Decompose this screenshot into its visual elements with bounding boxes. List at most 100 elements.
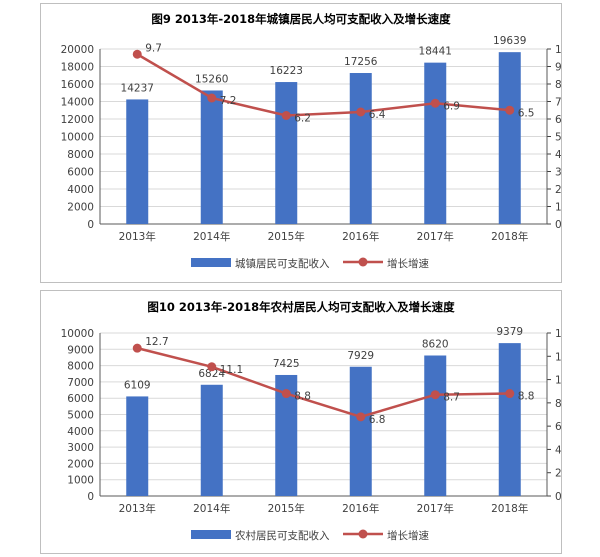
y-right-tick-label: 4 — [555, 444, 561, 456]
growth-point — [281, 111, 291, 120]
x-tick-label: 2017年 — [417, 230, 454, 243]
bar — [200, 384, 223, 496]
y-left-tick-label: 6000 — [67, 167, 94, 179]
y-left-tick-label: 10000 — [61, 328, 94, 340]
y-left-tick-label: 16000 — [61, 79, 94, 91]
growth-point — [505, 389, 515, 399]
y-right-tick-label: 2 — [555, 184, 561, 196]
legend-line-marker — [358, 257, 368, 267]
growth-value-label: 8.8 — [294, 391, 311, 403]
growth-line — [136, 346, 510, 419]
y-right-tick-label: 10 — [555, 375, 561, 387]
x-tick-label: 2013年 — [119, 230, 156, 243]
x-tick-label: 2018年 — [491, 230, 528, 243]
y-left-tick-label: 3000 — [67, 442, 94, 454]
growth-point — [207, 362, 217, 372]
y-right-tick-label: 0 — [555, 219, 561, 231]
y-left-tick-label: 4000 — [67, 184, 94, 196]
growth-point — [132, 343, 142, 353]
y-left-tick-label: 0 — [87, 219, 94, 231]
bar-value-label: 7425 — [273, 358, 300, 370]
y-left-tick-label: 14000 — [61, 97, 94, 109]
bar — [126, 396, 149, 496]
x-tick-label: 2015年 — [268, 230, 305, 243]
legend-line-marker — [358, 529, 368, 539]
y-right-tick-label: 4 — [555, 149, 561, 161]
bar-value-label: 9379 — [496, 326, 523, 338]
bar — [498, 52, 521, 224]
y-left-tick-label: 20000 — [61, 44, 94, 56]
bar — [275, 374, 298, 496]
legend-bar-label: 城镇居民可支配收入 — [235, 257, 330, 270]
bar-value-label: 14237 — [121, 82, 154, 94]
growth-value-label: 8.8 — [518, 391, 535, 403]
bar-value-label: 16223 — [270, 65, 303, 77]
y-right-tick-label: 7 — [555, 97, 561, 109]
y-right-tick-label: 0 — [555, 491, 561, 503]
y-right-tick-label: 2 — [555, 468, 561, 480]
growth-point — [430, 390, 440, 400]
x-tick-label: 2013年 — [119, 502, 156, 515]
growth-value-label: 9.7 — [145, 42, 162, 54]
x-tick-label: 2016年 — [342, 230, 379, 243]
bar — [424, 355, 447, 496]
bar-value-label: 18441 — [419, 46, 452, 58]
growth-point — [430, 98, 440, 108]
y-left-tick-label: 18000 — [61, 62, 94, 74]
y-left-tick-label: 12000 — [61, 114, 94, 126]
y-right-tick-label: 14 — [555, 328, 561, 340]
bar-value-label: 17256 — [344, 56, 378, 68]
chart-panel-rural: 图10 2013年-2018年农村居民人均可支配收入及增长速度 0 1000 2000… — [40, 290, 569, 554]
bar — [424, 62, 447, 224]
bar-value-label: 6109 — [124, 379, 151, 391]
y-left-tick-label: 9000 — [67, 344, 94, 356]
chart-urban-income: 图9 2013年-2018年城镇居民人均可支配收入及增长速度 0 2000 4000 6… — [61, 12, 569, 270]
bar-value-label: 7929 — [347, 350, 374, 362]
y-left-tick-label: 6000 — [67, 393, 94, 405]
y-right-tick-label: 8 — [555, 398, 561, 410]
y-left-tick-label: 8000 — [67, 149, 94, 161]
bar — [349, 366, 372, 496]
y-left-tick-label: 2000 — [67, 202, 94, 214]
y-left-tick-label: 2000 — [67, 458, 94, 470]
y-right-tick-label: 6 — [555, 114, 561, 126]
y-right-tick-label: 12 — [555, 351, 561, 363]
growth-value-label: 11.1 — [220, 364, 243, 376]
growth-value-label: 6.9 — [443, 100, 460, 112]
bar-value-label: 6824 — [198, 368, 225, 380]
y-right-tick-label: 8 — [555, 79, 561, 91]
growth-point — [207, 93, 217, 103]
bar-value-label: 8620 — [422, 338, 449, 350]
legend-line-label: 增长增速 — [387, 257, 429, 270]
x-tick-label: 2014年 — [193, 230, 230, 243]
chart-title: 图9 2013年-2018年城镇居民人均可支配收入及增长速度 — [151, 12, 451, 26]
y-right-tick-label: 10 — [555, 44, 561, 56]
x-tick-label: 2017年 — [417, 502, 454, 515]
growth-value-label: 6.8 — [369, 414, 386, 426]
growth-point — [281, 389, 291, 399]
y-left-tick-label: 0 — [87, 491, 94, 503]
growth-point — [505, 105, 515, 115]
growth-value-label: 6.4 — [369, 109, 386, 121]
x-tick-label: 2014年 — [193, 502, 230, 515]
y-right-tick-label: 6 — [555, 421, 561, 433]
growth-value-label: 6.2 — [294, 113, 311, 125]
bar — [200, 90, 223, 224]
y-right-tick-label: 9 — [555, 62, 561, 74]
chart-title: 图10 2013年-2018年农村居民人均可支配收入及增长速度 — [147, 300, 455, 314]
y-left-tick-label: 4000 — [67, 426, 94, 438]
legend-bar-label: 农村居民可支配收入 — [235, 529, 330, 542]
x-tick-label: 2018年 — [491, 502, 528, 515]
growth-value-label: 8.7 — [443, 392, 460, 404]
legend-bar-swatch — [191, 530, 231, 539]
y-left-tick-label: 7000 — [67, 377, 94, 389]
bar-value-label: 19639 — [493, 35, 526, 47]
chart-rural-income: 图10 2013年-2018年农村居民人均可支配收入及增长速度 0 1000 2000… — [61, 300, 569, 542]
y-right-tick-label: 5 — [555, 132, 561, 144]
growth-value-label: 7.2 — [220, 95, 237, 107]
growth-point — [356, 412, 366, 422]
bar — [126, 99, 149, 224]
y-left-tick-label: 5000 — [67, 410, 94, 422]
y-right-tick-label: 1 — [555, 202, 561, 214]
growth-line — [136, 53, 510, 117]
